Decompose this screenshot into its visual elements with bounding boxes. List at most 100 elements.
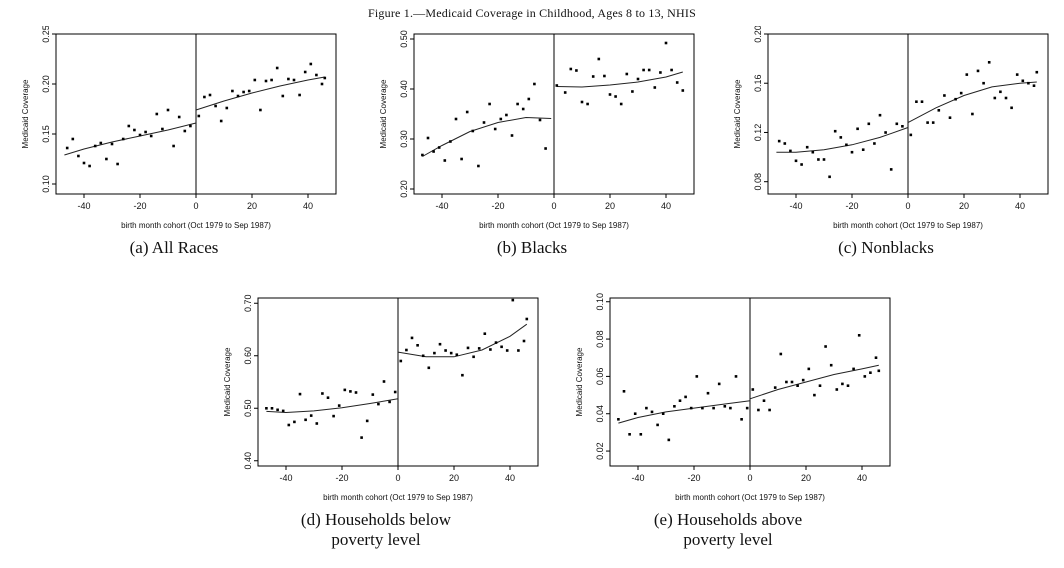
chart-d-x-tick-label: 20 [449,473,459,483]
chart-d-point [326,396,330,399]
chart-e-fit-left [618,400,751,424]
chart-c-point [800,163,803,166]
chart-d-x-tick-label: 40 [505,473,515,483]
chart-a-y-tick-label: 0.20 [41,75,51,93]
chart-c-point [1010,106,1013,110]
chart-c-plot: -40 -20 0 20 40 0.08 0.12 0.16 0.20 birth month c… [733,26,1049,230]
chart-d-point [388,400,391,404]
chart-c-point [884,131,887,134]
chart-c-point [811,150,815,154]
chart-a-point [166,108,170,112]
chart-c-point [861,148,865,151]
chart-e-y-tick-label: 0.04 [595,405,605,423]
chart-a-point [219,119,223,123]
chart-d-point [455,353,459,356]
chart-panel-c: -40 -20 0 20 40 0.08 0.12 0.16 0.20 birth month c… [716,26,1056,286]
chart-a-point [99,141,103,145]
chart-c-point [954,97,957,101]
chart-b-point [499,117,503,121]
chart-d-point [304,418,307,422]
chart-b-point [527,97,531,101]
chart-c-caption: (c) Nonblacks [716,238,1056,258]
chart-b-point [510,134,514,137]
chart-c-y-tick-label: 0.12 [753,124,763,142]
chart-c-point [1035,70,1039,74]
chart-b-point [631,90,634,93]
chart-c-point [1021,79,1025,83]
chart-e-point [796,384,799,387]
chart-c-point [1027,81,1030,85]
chart-a-y-axis-label: Medicaid Coverage [21,79,30,148]
chart-d-point [343,388,347,392]
chart-a-point [315,73,318,77]
chart-c-point [895,122,899,126]
chart-a-point [149,134,153,138]
chart-b-y-tick-label: 0.50 [399,30,409,48]
chart-e-point [689,406,693,410]
chart-b-point [625,72,629,76]
chart-e-point [801,378,805,382]
chart-e-point [824,345,827,348]
chart-e-point [734,375,738,378]
chart-a-point [189,124,192,128]
chart-c-point [959,91,963,95]
chart-b-point [636,77,640,81]
chart-a-point [231,89,234,93]
chart-c-point [965,73,969,76]
chart-e-point [701,406,704,410]
chart-b-point [516,102,519,106]
chart-e-point [757,408,760,412]
chart-d-point [477,347,481,350]
chart-d-point [399,359,403,363]
chart-c-x-tick-label: 0 [905,201,910,211]
chart-b-point [482,121,486,124]
chart-b-point [608,93,612,96]
chart-d-point [416,344,419,347]
chart-b-x-tick-label: -20 [491,201,504,211]
chart-a-point [77,154,80,158]
chart-d-point [287,423,291,427]
chart-e-point [661,412,665,415]
chart-a-point [138,133,142,137]
chart-b-point [591,75,595,78]
chart-e-point [807,367,811,371]
chart-c-point [909,133,913,137]
chart-b-point [426,136,430,140]
chart-e-point [829,363,833,367]
chart-a-x-axis-label: birth month cohort (Oct 1979 to Sep 1987… [121,221,271,230]
chart-b-point [603,74,606,78]
chart-a-point [177,115,181,119]
chart-d-point [309,414,313,417]
chart-c-point [931,121,935,124]
chart-c-y-tick-label: 0.20 [753,26,763,43]
chart-a-point [88,164,91,168]
chart-e-point [729,406,732,410]
chart-c-x-axis-label: birth month cohort (Oct 1979 to Sep 1987… [833,221,983,230]
chart-a-point [110,142,114,146]
chart-e-y-tick-label: 0.02 [595,442,605,460]
chart-d-point [405,348,408,352]
chart-b-point [488,102,491,106]
chart-d-point [494,341,498,344]
chart-b-point [493,127,497,131]
chart-e-point [695,375,699,378]
chart-d-y-tick-label: 0.40 [243,452,253,470]
chart-e-x-tick-label: -20 [687,473,700,483]
chart-a-point [203,95,206,99]
chart-c-point [878,113,882,117]
chart-a-x-tick-label: 40 [303,201,313,211]
chart-d-y-tick-label: 0.60 [243,347,253,365]
chart-e-point [852,367,855,371]
chart-e-point [706,391,710,395]
chart-d-caption-line-2: poverty level [331,530,421,549]
chart-a-x-tick-label: 20 [247,201,257,211]
chart-e-y-axis-label: Medicaid Coverage [575,347,584,416]
chart-b-x-tick-label: 0 [551,201,556,211]
chart-e-y-tick-label: 0.06 [595,368,605,386]
chart-a-point [320,82,324,86]
chart-a-y-tick-label: 0.15 [41,125,51,143]
chart-b-point [521,107,525,111]
chart-b-point [681,89,685,92]
chart-b-y-axis-label: Medicaid Coverage [379,79,388,148]
chart-e-point [639,433,643,436]
